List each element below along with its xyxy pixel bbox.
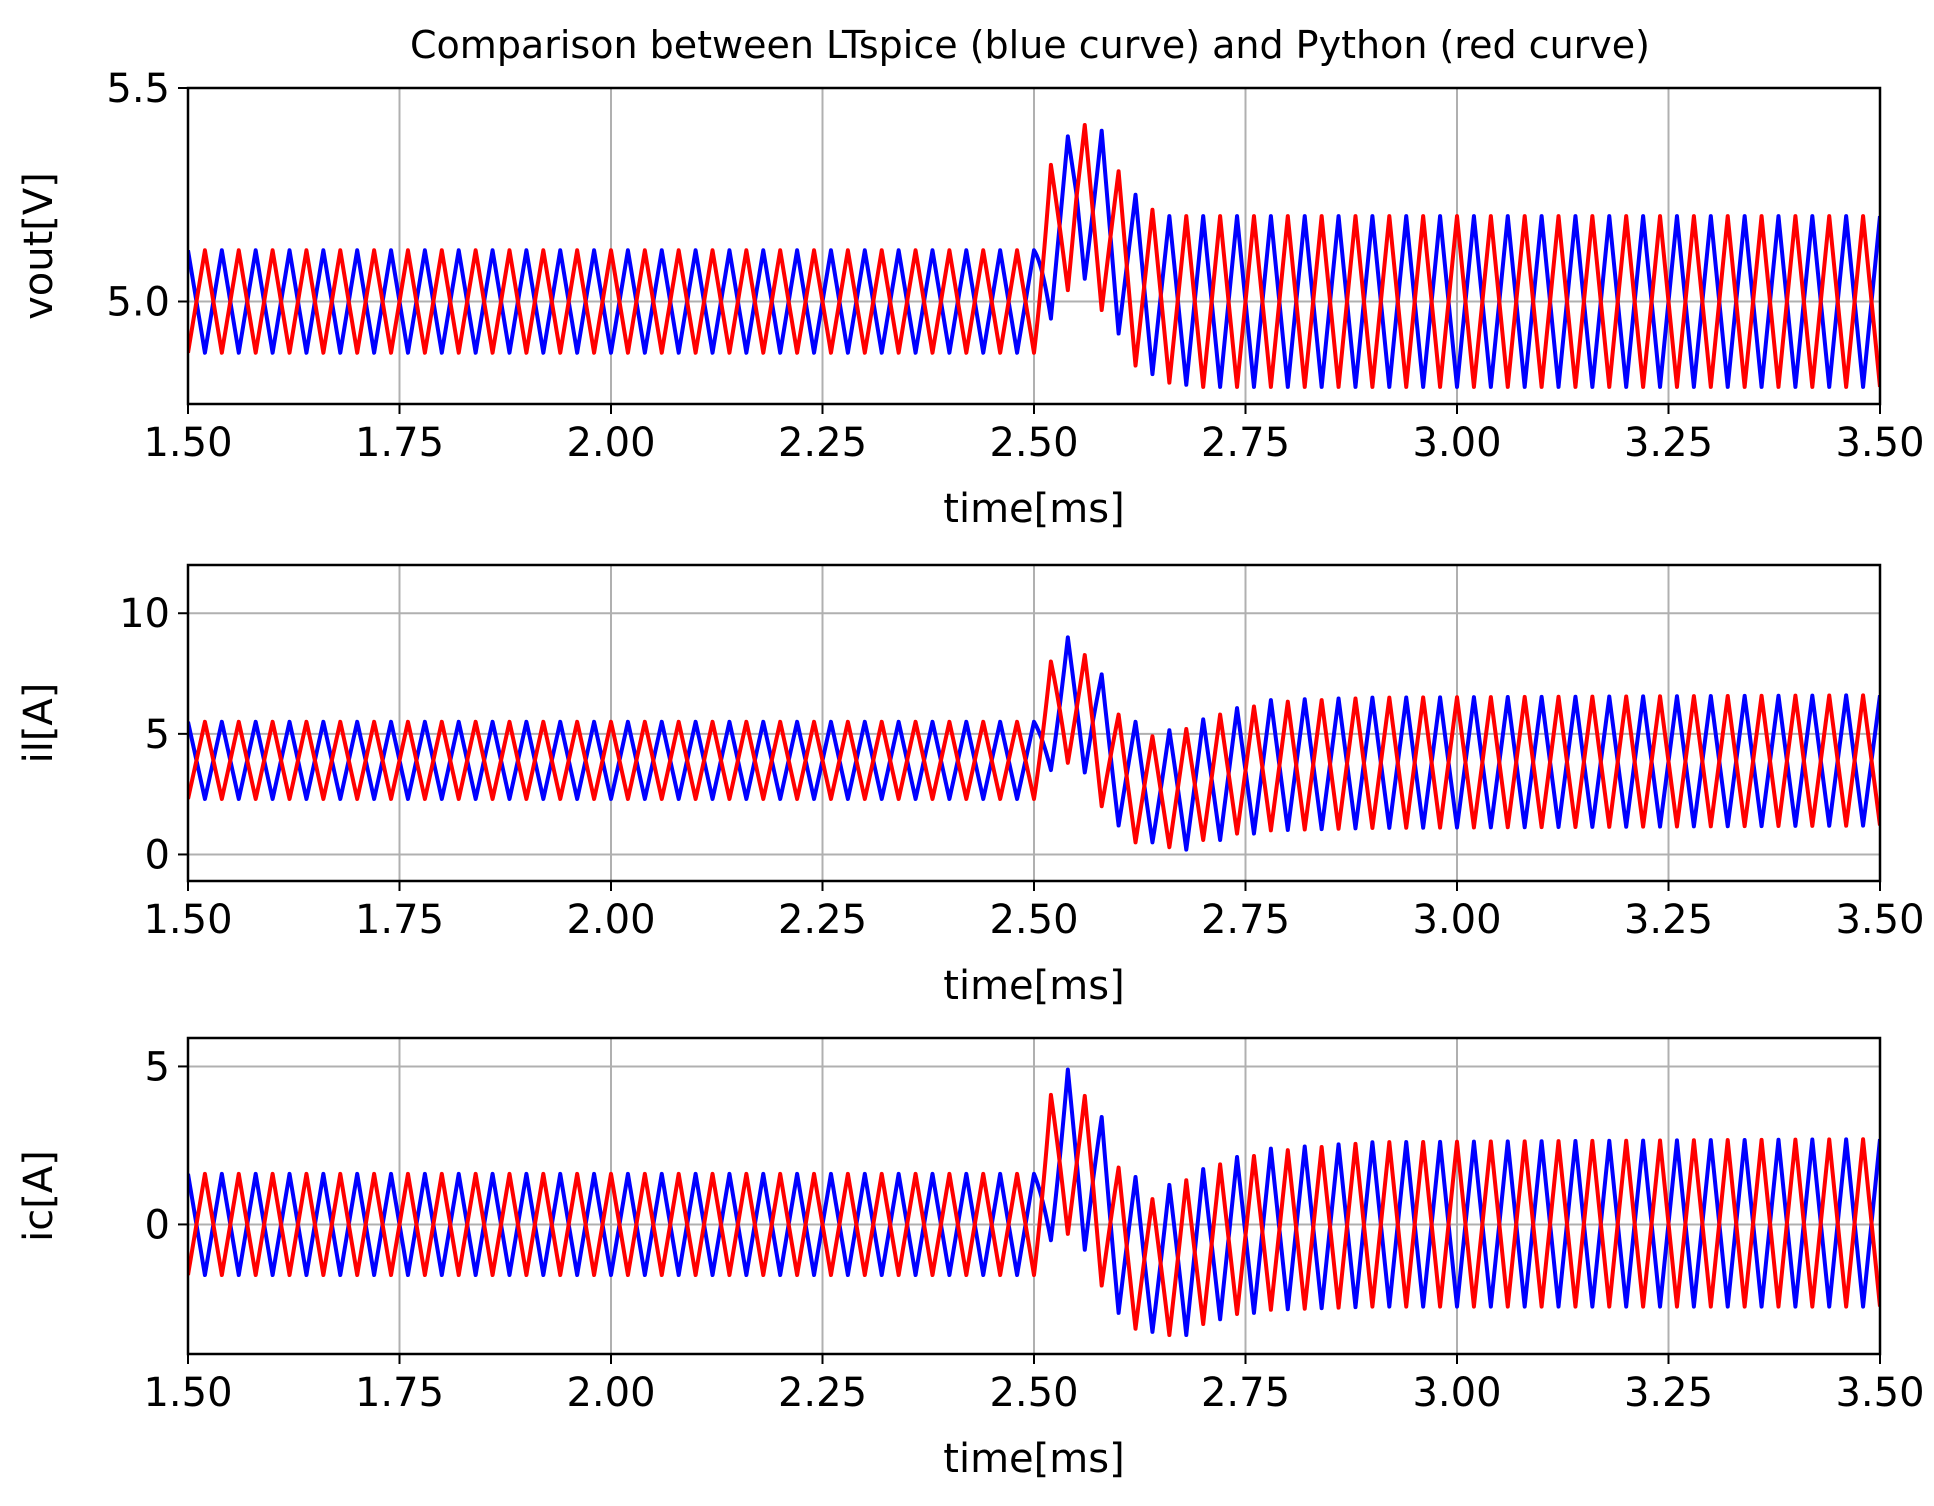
series-line-ltspice [188, 635, 1880, 852]
y-tick-label: 0 [145, 832, 170, 878]
x-tick-label: 1.75 [355, 420, 444, 466]
x-tick-label: 2.75 [1201, 420, 1290, 466]
x-axis-label: time[ms] [943, 1436, 1124, 1482]
y-tick-label: 10 [119, 591, 170, 637]
x-tick-label: 3.25 [1624, 897, 1713, 943]
series-line-ltspice [188, 1067, 1880, 1338]
x-tick-label: 2.25 [778, 897, 867, 943]
figure-title: Comparison between LTspice (blue curve) … [410, 23, 1650, 67]
x-tick-label: 2.00 [566, 897, 655, 943]
x-tick-label: 2.75 [1201, 1370, 1290, 1416]
x-tick-label: 2.25 [778, 1370, 867, 1416]
y-tick-label: 5.5 [106, 66, 170, 112]
y-tick-label: 0 [145, 1202, 170, 1248]
x-tick-label: 2.50 [989, 1370, 1078, 1416]
panels: 1.50 1.75 2.00 2.25 2.50 2.75 3.00 3.25 3.50 5.0 5… [16, 66, 1925, 1482]
x-tick-label: 3.50 [1835, 420, 1924, 466]
plot-frame [186, 563, 1882, 883]
y-tick-label: 5.0 [106, 280, 170, 326]
plot-frame [186, 1036, 1882, 1356]
x-tick-label: 2.75 [1201, 897, 1290, 943]
x-tick-label: 3.25 [1624, 1370, 1713, 1416]
y-tick-label: 5 [145, 712, 170, 758]
x-tick-label: 1.50 [143, 1370, 232, 1416]
x-tick-label: 1.75 [355, 897, 444, 943]
series-line-python [188, 653, 1880, 850]
x-tick-label: 3.00 [1412, 897, 1501, 943]
series-line-ltspice [188, 128, 1880, 389]
x-tick-label: 3.25 [1624, 420, 1713, 466]
x-tick-label: 2.50 [989, 420, 1078, 466]
x-tick-label: 3.50 [1835, 1370, 1924, 1416]
y-tick-label: 5 [145, 1044, 170, 1090]
x-tick-label: 3.00 [1412, 1370, 1501, 1416]
x-axis-label: time[ms] [943, 963, 1124, 1009]
x-tick-label: 1.50 [143, 897, 232, 943]
x-tick-label: 2.50 [989, 897, 1078, 943]
x-tick-label: 2.25 [778, 420, 867, 466]
series-line-python [188, 1092, 1880, 1338]
plot-frame [186, 86, 1882, 406]
series-line-python [188, 123, 1880, 389]
x-tick-label: 3.00 [1412, 420, 1501, 466]
x-tick-label: 1.75 [355, 1370, 444, 1416]
y-axis-label: vout[V] [16, 172, 62, 320]
chart-panel-1: 1.50 1.75 2.00 2.25 2.50 2.75 3.00 3.25 3.50 5.0 5… [16, 66, 1925, 532]
x-tick-label: 2.00 [566, 420, 655, 466]
y-axis-label: ic[A] [16, 1150, 62, 1242]
x-axis-label: time[ms] [943, 486, 1124, 532]
x-tick-label: 1.50 [143, 420, 232, 466]
chart-panel-3: 1.50 1.75 2.00 2.25 2.50 2.75 3.00 3.25 3.50 0 5 ti… [16, 1036, 1925, 1482]
x-tick-label: 3.50 [1835, 897, 1924, 943]
x-tick-label: 2.00 [566, 1370, 655, 1416]
y-axis-label: il[A] [16, 683, 62, 764]
chart-panel-2: 1.50 1.75 2.00 2.25 2.50 2.75 3.00 3.25 3.50 0 5 10… [16, 563, 1925, 1009]
